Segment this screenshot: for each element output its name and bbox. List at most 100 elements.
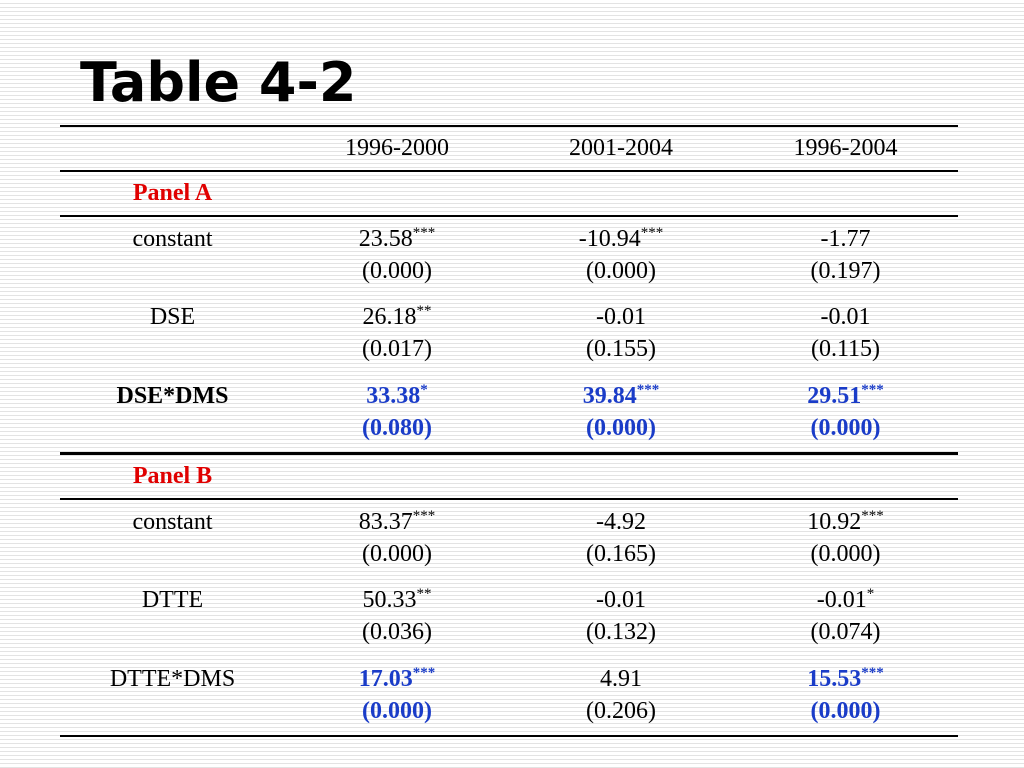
coefficient-line: -0.01 [509, 301, 733, 333]
coefficient-value: 39.84 [582, 383, 637, 409]
table-cell: 29.51*** (0.000) [733, 374, 958, 453]
table-row: DSE*DMS 33.38* (0.080) 39.84*** (0.000) 29.51… [60, 374, 958, 453]
coefficient-line: -10.94*** [509, 223, 733, 255]
significance-stars: ** [416, 585, 432, 602]
p-value: (0.132) [586, 618, 656, 645]
significance-stars: *** [412, 664, 436, 681]
row-label: DSE [149, 304, 196, 330]
table-cell: 83.37*** (0.000) [285, 499, 509, 578]
table-row: DTTE 50.33** (0.036) -0.01 (0.132) -0.01* (0.0… [60, 578, 958, 657]
row-label-cell: constant [60, 499, 285, 578]
panel-row-empty-cell [509, 451, 733, 500]
table-row: constant 83.37*** (0.000) -4.92 (0.165) 10.92… [60, 499, 958, 578]
p-value: (0.206) [586, 697, 656, 724]
p-value: (0.165) [586, 540, 656, 567]
coefficient-line: 29.51*** [733, 380, 958, 412]
p-value: (0.080) [362, 415, 432, 441]
p-value: (0.000) [362, 540, 432, 567]
significance-stars: *** [640, 225, 664, 241]
significance-stars: *** [412, 507, 436, 524]
row-label: constant [132, 508, 213, 535]
table-row: DTTE*DMS 17.03*** (0.000) 4.91 (0.206) 15.53*… [60, 656, 958, 737]
coefficient-value: 10.92 [807, 508, 862, 535]
coefficient-value: -0.01 [596, 586, 646, 613]
panel-row-empty-cell [733, 171, 958, 217]
significance-stars: ** [416, 303, 432, 319]
column-header-2001-2004: 2001-2004 [509, 125, 733, 172]
coefficient-line: -0.01 [733, 301, 958, 333]
p-value: (0.074) [810, 618, 881, 645]
table-cell: 4.91 (0.206) [509, 656, 733, 737]
coefficient-line: -1.77 [733, 223, 958, 255]
significance-stars: *** [636, 382, 660, 398]
panel-label: Panel B [60, 451, 285, 500]
coefficient-value: -0.01 [596, 304, 646, 330]
p-value: (0.155) [586, 336, 656, 362]
table-cell: 26.18** (0.017) [285, 295, 509, 374]
panel-row-empty-cell [733, 451, 958, 500]
coefficient-value: 33.38 [366, 383, 421, 409]
table-body: 1996-2000 2001-2004 1996-2004 Panel A con… [60, 125, 958, 737]
p-value: (0.036) [362, 618, 432, 645]
table-row: DSE 26.18** (0.017) -0.01 (0.155) -0.01 (0.115… [60, 295, 958, 374]
row-label-cell: DTTE*DMS [60, 656, 285, 737]
p-value: (0.000) [810, 540, 881, 567]
coefficient-value: -0.01 [820, 304, 871, 330]
table-cell: 23.58*** (0.000) [285, 216, 509, 295]
table-cell: -1.77 (0.197) [733, 216, 958, 295]
coefficient-line: 4.91 [509, 663, 733, 695]
coefficient-line: 17.03*** [285, 663, 509, 695]
panel-row-empty-cell [509, 171, 733, 217]
p-value: (0.000) [810, 697, 881, 724]
significance-stars: *** [412, 225, 436, 241]
row-label: constant [132, 226, 213, 252]
panel-header-row: Panel A [60, 171, 958, 217]
row-label: DTTE [141, 586, 204, 613]
table-cell: -0.01 (0.115) [733, 295, 958, 374]
p-value: (0.000) [362, 697, 432, 724]
coefficient-value: 26.18 [362, 304, 417, 330]
coefficient-line: 26.18** [285, 301, 509, 333]
table-cell: 50.33** (0.036) [285, 578, 509, 657]
significance-stars: *** [861, 664, 884, 681]
table-row: constant 23.58*** (0.000) -10.94*** (0.000) -… [60, 216, 958, 295]
significance-stars: *** [861, 507, 884, 524]
coefficient-value: 15.53 [807, 665, 862, 692]
coefficient-line: 83.37*** [285, 506, 509, 538]
coefficient-value: -1.77 [820, 226, 871, 252]
slide-title: Table 4-2 [80, 51, 357, 114]
p-value: (0.197) [810, 258, 881, 284]
table-cell: 10.92*** (0.000) [733, 499, 958, 578]
coefficient-value: -10.94 [578, 226, 641, 252]
significance-stars: *** [861, 382, 884, 398]
table-cell: -0.01 (0.155) [509, 295, 733, 374]
p-value: (0.000) [586, 415, 656, 441]
table-cell: 15.53*** (0.000) [733, 656, 958, 737]
significance-stars: * [420, 382, 428, 398]
row-label-cell: constant [60, 216, 285, 295]
p-value: (0.000) [362, 258, 432, 284]
panel-header-row: Panel B [60, 451, 958, 500]
p-value: (0.115) [810, 336, 881, 362]
panel-row-empty-cell [285, 451, 509, 500]
row-label-cell: DSE [60, 295, 285, 374]
coefficient-line: 15.53*** [733, 663, 958, 695]
regression-table: 1996-2000 2001-2004 1996-2004 Panel A con… [60, 125, 958, 737]
table-cell: -4.92 (0.165) [509, 499, 733, 578]
column-header-row: 1996-2000 2001-2004 1996-2004 [60, 125, 958, 172]
coefficient-line: -0.01* [733, 584, 958, 616]
panel-label: Panel A [60, 171, 285, 217]
table-cell: -0.01* (0.074) [733, 578, 958, 657]
row-label: DSE*DMS [116, 383, 229, 409]
row-label-cell: DSE*DMS [60, 374, 285, 453]
column-header-1996-2004: 1996-2004 [733, 125, 958, 172]
coefficient-value: 29.51 [807, 383, 862, 409]
row-label: DTTE*DMS [109, 665, 236, 692]
coefficient-line: 50.33** [285, 584, 509, 616]
coefficient-value: 83.37 [358, 508, 413, 535]
coefficient-line: 33.38* [285, 380, 509, 412]
coefficient-value: 4.91 [600, 665, 642, 692]
row-label-cell: DTTE [60, 578, 285, 657]
table-cell: 17.03*** (0.000) [285, 656, 509, 737]
table-cell: -0.01 (0.132) [509, 578, 733, 657]
